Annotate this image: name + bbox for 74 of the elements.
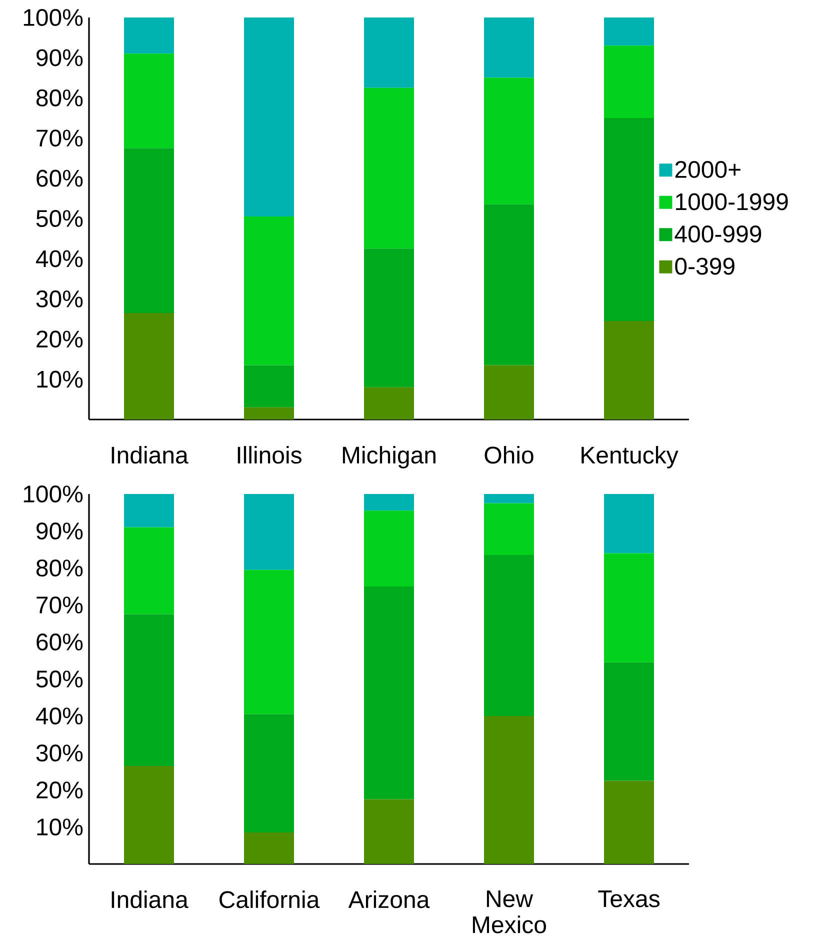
bar <box>484 555 534 716</box>
bar <box>124 494 174 528</box>
y-tick-label: 10% <box>37 818 83 836</box>
bar <box>244 570 294 714</box>
bar <box>124 614 174 766</box>
bar <box>244 365 294 408</box>
bar <box>124 148 174 313</box>
y-tick-label: 60% <box>36 170 83 187</box>
bar <box>244 407 294 420</box>
y-tick-label: 80% <box>36 560 83 576</box>
y-tick-label: 90% <box>36 49 83 66</box>
y-tick-label: 20% <box>36 782 83 798</box>
y-tick-label: 10% <box>37 370 83 388</box>
y-tick-label: 50% <box>36 670 83 688</box>
legend-label: 0-399 <box>675 258 734 275</box>
bar <box>604 118 654 322</box>
bar <box>244 17 294 216</box>
bar <box>604 17 654 46</box>
bar <box>484 78 534 204</box>
bar <box>484 503 534 556</box>
y-tick-label: 30% <box>36 290 83 308</box>
bar <box>484 716 534 864</box>
y-tick-label: 80% <box>36 89 83 106</box>
bar <box>484 17 534 78</box>
x-tick-label: Arizona <box>348 890 430 908</box>
y-tick-label: 40% <box>36 708 83 724</box>
bar <box>364 510 414 586</box>
legend-label: 2000+ <box>675 160 740 178</box>
bar <box>484 204 534 366</box>
y-tick-label: 20% <box>36 330 83 348</box>
bar <box>364 494 414 511</box>
bar <box>604 321 654 420</box>
x-tick-label: New Mexico <box>472 890 546 934</box>
bar <box>124 17 174 54</box>
y-tick-label: 40% <box>36 250 83 268</box>
legend-label: 1000-1999 <box>676 193 788 210</box>
y-tick-label: 50% <box>36 210 83 227</box>
y-tick-label: 100% <box>24 9 83 26</box>
bar <box>364 17 414 88</box>
bar <box>364 248 414 388</box>
bar <box>244 714 294 833</box>
bar <box>124 766 174 864</box>
y-tick-label: 60% <box>36 634 83 650</box>
bar <box>484 365 534 420</box>
bar <box>364 586 414 800</box>
bar <box>124 527 174 614</box>
y-tick-label: 30% <box>36 744 83 762</box>
bar <box>604 46 654 118</box>
bar <box>604 494 654 554</box>
bar <box>604 780 654 864</box>
bar <box>124 312 174 420</box>
x-tick-label: Indiana <box>112 446 188 464</box>
y-tick-label: 90% <box>36 522 83 540</box>
bar <box>244 216 294 366</box>
y-tick-label: 70% <box>36 596 83 614</box>
bar <box>604 553 654 662</box>
bar <box>484 494 534 504</box>
x-tick-label: Illinois <box>238 446 302 464</box>
x-tick-label: Ohio <box>484 446 534 464</box>
bar <box>364 387 414 420</box>
bar <box>604 662 654 781</box>
bar <box>124 54 174 148</box>
bar <box>364 799 414 864</box>
legend-label: 400-999 <box>674 226 762 242</box>
x-tick-label: California <box>220 890 320 908</box>
x-tick-label: Texas <box>598 890 660 908</box>
x-tick-label: Indiana <box>112 890 188 908</box>
bar <box>364 88 414 249</box>
x-tick-label: Michigan <box>342 446 436 468</box>
bar <box>244 832 294 864</box>
bar <box>244 494 294 570</box>
x-tick-label: Kentucky <box>582 446 678 468</box>
y-tick-label: 70% <box>36 130 83 147</box>
y-tick-label: 100% <box>24 486 83 502</box>
